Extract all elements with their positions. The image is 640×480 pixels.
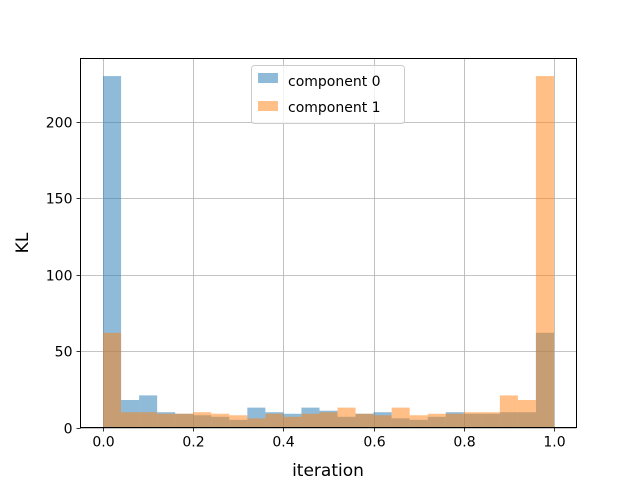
bar-component-1 — [355, 413, 374, 428]
y-tick-label: 150 — [46, 192, 73, 208]
bar-component-1 — [103, 332, 122, 428]
bar-component-1 — [265, 413, 284, 428]
plot-frame — [80, 58, 577, 428]
x-tick-label: 0.2 — [182, 435, 204, 451]
x-tick-label: 0.6 — [363, 435, 385, 451]
y-tick-label: 200 — [46, 116, 73, 132]
bar-component-1 — [499, 395, 518, 428]
axis-ticks: 0.0 0.2 0.4 0.6 0.8 1.0 0 50 100 150 200 — [46, 116, 566, 451]
y-axis-label: KL — [13, 232, 33, 253]
legend-swatch-component-0 — [258, 73, 278, 83]
bar-component-1 — [301, 413, 320, 428]
x-tick-label: 0.8 — [453, 435, 475, 451]
bar-component-1 — [283, 416, 302, 428]
bar-component-1 — [139, 412, 158, 428]
legend: component 0 component 1 — [251, 65, 405, 124]
bar-component-1 — [175, 413, 194, 428]
x-tick-label: 0.4 — [272, 435, 294, 451]
bar-component-1 — [157, 413, 176, 428]
legend-label-component-1: component 1 — [288, 100, 381, 116]
bar-component-1 — [391, 407, 410, 428]
bar-component-1 — [445, 413, 464, 428]
bar-component-1 — [463, 412, 482, 428]
bar-component-1 — [427, 413, 446, 428]
legend-label-component-0: component 0 — [288, 74, 381, 90]
bar-component-1 — [517, 399, 536, 428]
bar-component-1 — [121, 412, 140, 428]
legend-box — [251, 65, 405, 124]
bar-component-1 — [481, 412, 500, 428]
bar-component-1 — [229, 415, 248, 428]
bar-component-1 — [247, 418, 266, 428]
y-tick-label: 100 — [46, 269, 73, 285]
legend-swatch-component-1 — [258, 101, 278, 111]
bar-component-1 — [409, 415, 428, 428]
x-tick-label: 0.0 — [92, 435, 114, 451]
y-tick-label: 0 — [64, 422, 73, 438]
x-tick-label: 1.0 — [543, 435, 565, 451]
bar-component-1 — [319, 412, 338, 428]
x-axis-label: iteration — [292, 461, 364, 480]
bar-component-1 — [535, 76, 554, 428]
bars — [103, 76, 554, 428]
bar-component-1 — [373, 415, 392, 428]
bar-component-1 — [211, 413, 230, 428]
bar-component-1 — [337, 407, 356, 428]
y-tick-label: 50 — [55, 345, 73, 361]
bar-component-1 — [193, 412, 212, 428]
